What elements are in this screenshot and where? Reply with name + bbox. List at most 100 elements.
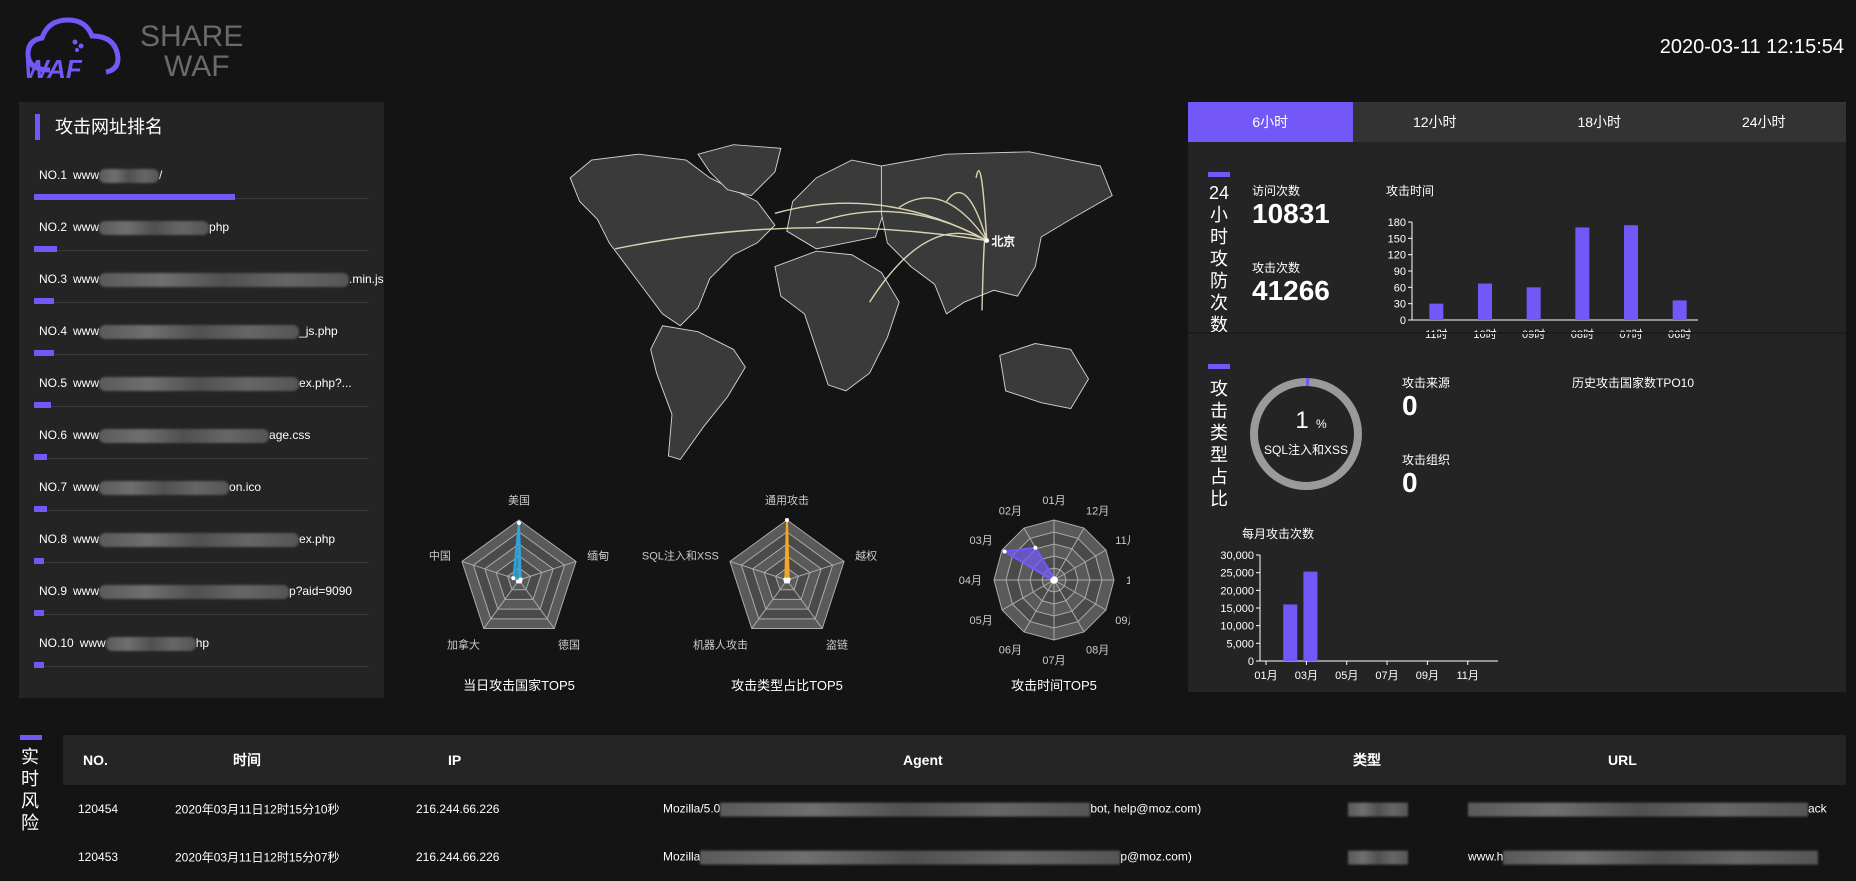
list-item[interactable]: NO.1 www / bbox=[34, 156, 369, 208]
url-prefix: www bbox=[73, 376, 100, 390]
tab-24小时[interactable]: 24小时 bbox=[1741, 114, 1786, 130]
rank-label: NO.2 bbox=[39, 220, 68, 234]
y-tick-label: 180 bbox=[1388, 217, 1406, 229]
column-header-类型: 类型 bbox=[1353, 752, 1381, 768]
x-tick-label: 07时 bbox=[1619, 328, 1642, 341]
label-char: 24 bbox=[1208, 183, 1230, 203]
radar-axis-label: 02月 bbox=[999, 506, 1022, 518]
track-line bbox=[34, 250, 369, 251]
url-text: NO.8 www ex.php bbox=[39, 532, 335, 547]
bar bbox=[1478, 283, 1492, 320]
radar-axis bbox=[1053, 527, 1085, 581]
bar bbox=[1283, 604, 1298, 661]
url-suffix: php bbox=[209, 220, 230, 234]
radar-title: 当日攻击国家TOP5 bbox=[463, 678, 575, 693]
attack-flow-line bbox=[868, 232, 988, 303]
x-tick-label: 05月 bbox=[1335, 670, 1358, 682]
radar-axis-label: 10月 bbox=[1126, 575, 1130, 587]
x-tick-label: 07月 bbox=[1375, 670, 1398, 682]
list-item[interactable]: NO.8 www ex.php bbox=[34, 520, 369, 572]
y-tick-label: 10,000 bbox=[1220, 621, 1254, 633]
radar-axis-label: 01月 bbox=[1042, 495, 1065, 507]
y-tick-label: 5,000 bbox=[1226, 638, 1254, 650]
x-tick-label: 11月 bbox=[1457, 670, 1479, 682]
panel-title: 攻击网址排名 bbox=[35, 114, 163, 140]
share-bar bbox=[34, 454, 48, 460]
rank-label: NO.5 bbox=[39, 376, 68, 390]
radar-axis bbox=[1001, 579, 1055, 611]
accent-bar bbox=[1208, 172, 1230, 177]
monthly-chart-title: 每月攻击次数 bbox=[1242, 527, 1315, 541]
x-tick-label: 09月 bbox=[1416, 670, 1439, 682]
radar-axis-label: 加拿大 bbox=[447, 638, 480, 652]
url-text: NO.6 www age.css bbox=[39, 428, 310, 443]
africa bbox=[774, 250, 900, 392]
table-row[interactable]: 120454 2020年03月11日12时15分10秒 216.244.66.226… bbox=[63, 785, 1846, 833]
bar bbox=[1526, 287, 1541, 320]
list-item[interactable]: NO.7 www on.ico bbox=[34, 468, 369, 520]
list-item[interactable]: NO.10 www hp bbox=[34, 624, 369, 676]
time-range-tabs: 6小时 12小时 18小时 24小时 bbox=[1188, 102, 1846, 142]
list-item[interactable]: NO.4 www _js.php bbox=[34, 312, 369, 364]
y-tick-label: 25,000 bbox=[1220, 568, 1254, 580]
radar-axis bbox=[1053, 549, 1107, 581]
share-bar bbox=[34, 194, 235, 200]
list-item[interactable]: NO.6 www age.css bbox=[34, 416, 369, 468]
list-item[interactable]: NO.9 www p?aid=9090 bbox=[34, 572, 369, 624]
bar bbox=[1624, 225, 1638, 320]
logo-line2: WAF bbox=[164, 50, 230, 80]
donut-fill bbox=[1250, 378, 1362, 490]
cell-ip: 216.244.66.226 bbox=[416, 802, 500, 816]
x-tick-label: 09时 bbox=[1522, 328, 1545, 341]
radar-axis bbox=[518, 560, 577, 581]
radar-axis-label: 07月 bbox=[1042, 655, 1065, 667]
label-char: 小 bbox=[1210, 205, 1228, 225]
attack-type-donut: 1 % SQL注入和XSS bbox=[1250, 378, 1362, 490]
bar bbox=[1429, 303, 1444, 320]
section-label-attack-defense: 24 小时攻防次数 bbox=[1207, 182, 1231, 336]
rank-label: NO.3 bbox=[39, 272, 68, 286]
radar-axis-label: 09月 bbox=[1115, 615, 1130, 627]
bar bbox=[1672, 300, 1687, 320]
radar-axis bbox=[751, 579, 788, 629]
radar-point bbox=[515, 579, 520, 584]
x-tick-label: 01月 bbox=[1254, 670, 1277, 682]
radar-point bbox=[783, 577, 788, 582]
list-item[interactable]: NO.3 www .min.js bbox=[34, 260, 384, 312]
url-prefix: www bbox=[73, 324, 100, 338]
label-char: 时 bbox=[21, 769, 39, 789]
track-line bbox=[34, 562, 369, 563]
column-header-NO.: NO. bbox=[83, 752, 108, 768]
bar bbox=[1303, 571, 1318, 661]
logo-line1: SHARE bbox=[140, 20, 243, 53]
list-item[interactable]: NO.2 www php bbox=[34, 208, 369, 260]
url-text: NO.5 www ex.php?... bbox=[39, 376, 352, 391]
label-char: 数 bbox=[1210, 315, 1228, 335]
label-char: 实 bbox=[21, 747, 39, 767]
tab-18小时[interactable]: 18小时 bbox=[1577, 114, 1622, 130]
url-ranking-panel: 攻击网址排名 NO.1 www / NO.2 www php NO.3 www .min.js N… bbox=[19, 102, 384, 698]
url-text: NO.7 www on.ico bbox=[39, 480, 261, 495]
history-country-title: 历史攻击国家数TPO10 bbox=[1572, 376, 1695, 390]
x-tick-label: 08时 bbox=[1571, 328, 1594, 341]
world-attack-map[interactable]: 北京 bbox=[556, 142, 1124, 474]
radar-point bbox=[785, 518, 789, 522]
tab-12小时[interactable]: 12小时 bbox=[1412, 114, 1457, 130]
table-row[interactable]: 120453 2020年03月11日12时15分07秒 216.244.66.226… bbox=[63, 833, 1846, 881]
radar-axis bbox=[1053, 579, 1107, 611]
list-item[interactable]: NO.5 www ex.php?... bbox=[34, 364, 369, 416]
radar-axis-label: 缅甸 bbox=[587, 548, 609, 562]
tab-6小时[interactable]: 6小时 bbox=[1188, 102, 1353, 142]
radar-axis-label: 中国 bbox=[429, 549, 451, 562]
radar-axis bbox=[518, 579, 555, 629]
redacted-url bbox=[99, 168, 160, 183]
track-line bbox=[34, 614, 369, 615]
label-char: 类 bbox=[1210, 423, 1228, 443]
track-line bbox=[34, 354, 369, 355]
url-suffix: / bbox=[159, 168, 163, 182]
url-text: NO.1 www / bbox=[39, 168, 162, 183]
y-tick-label: 20,000 bbox=[1220, 585, 1254, 597]
visits-value: 10831 bbox=[1252, 198, 1330, 229]
